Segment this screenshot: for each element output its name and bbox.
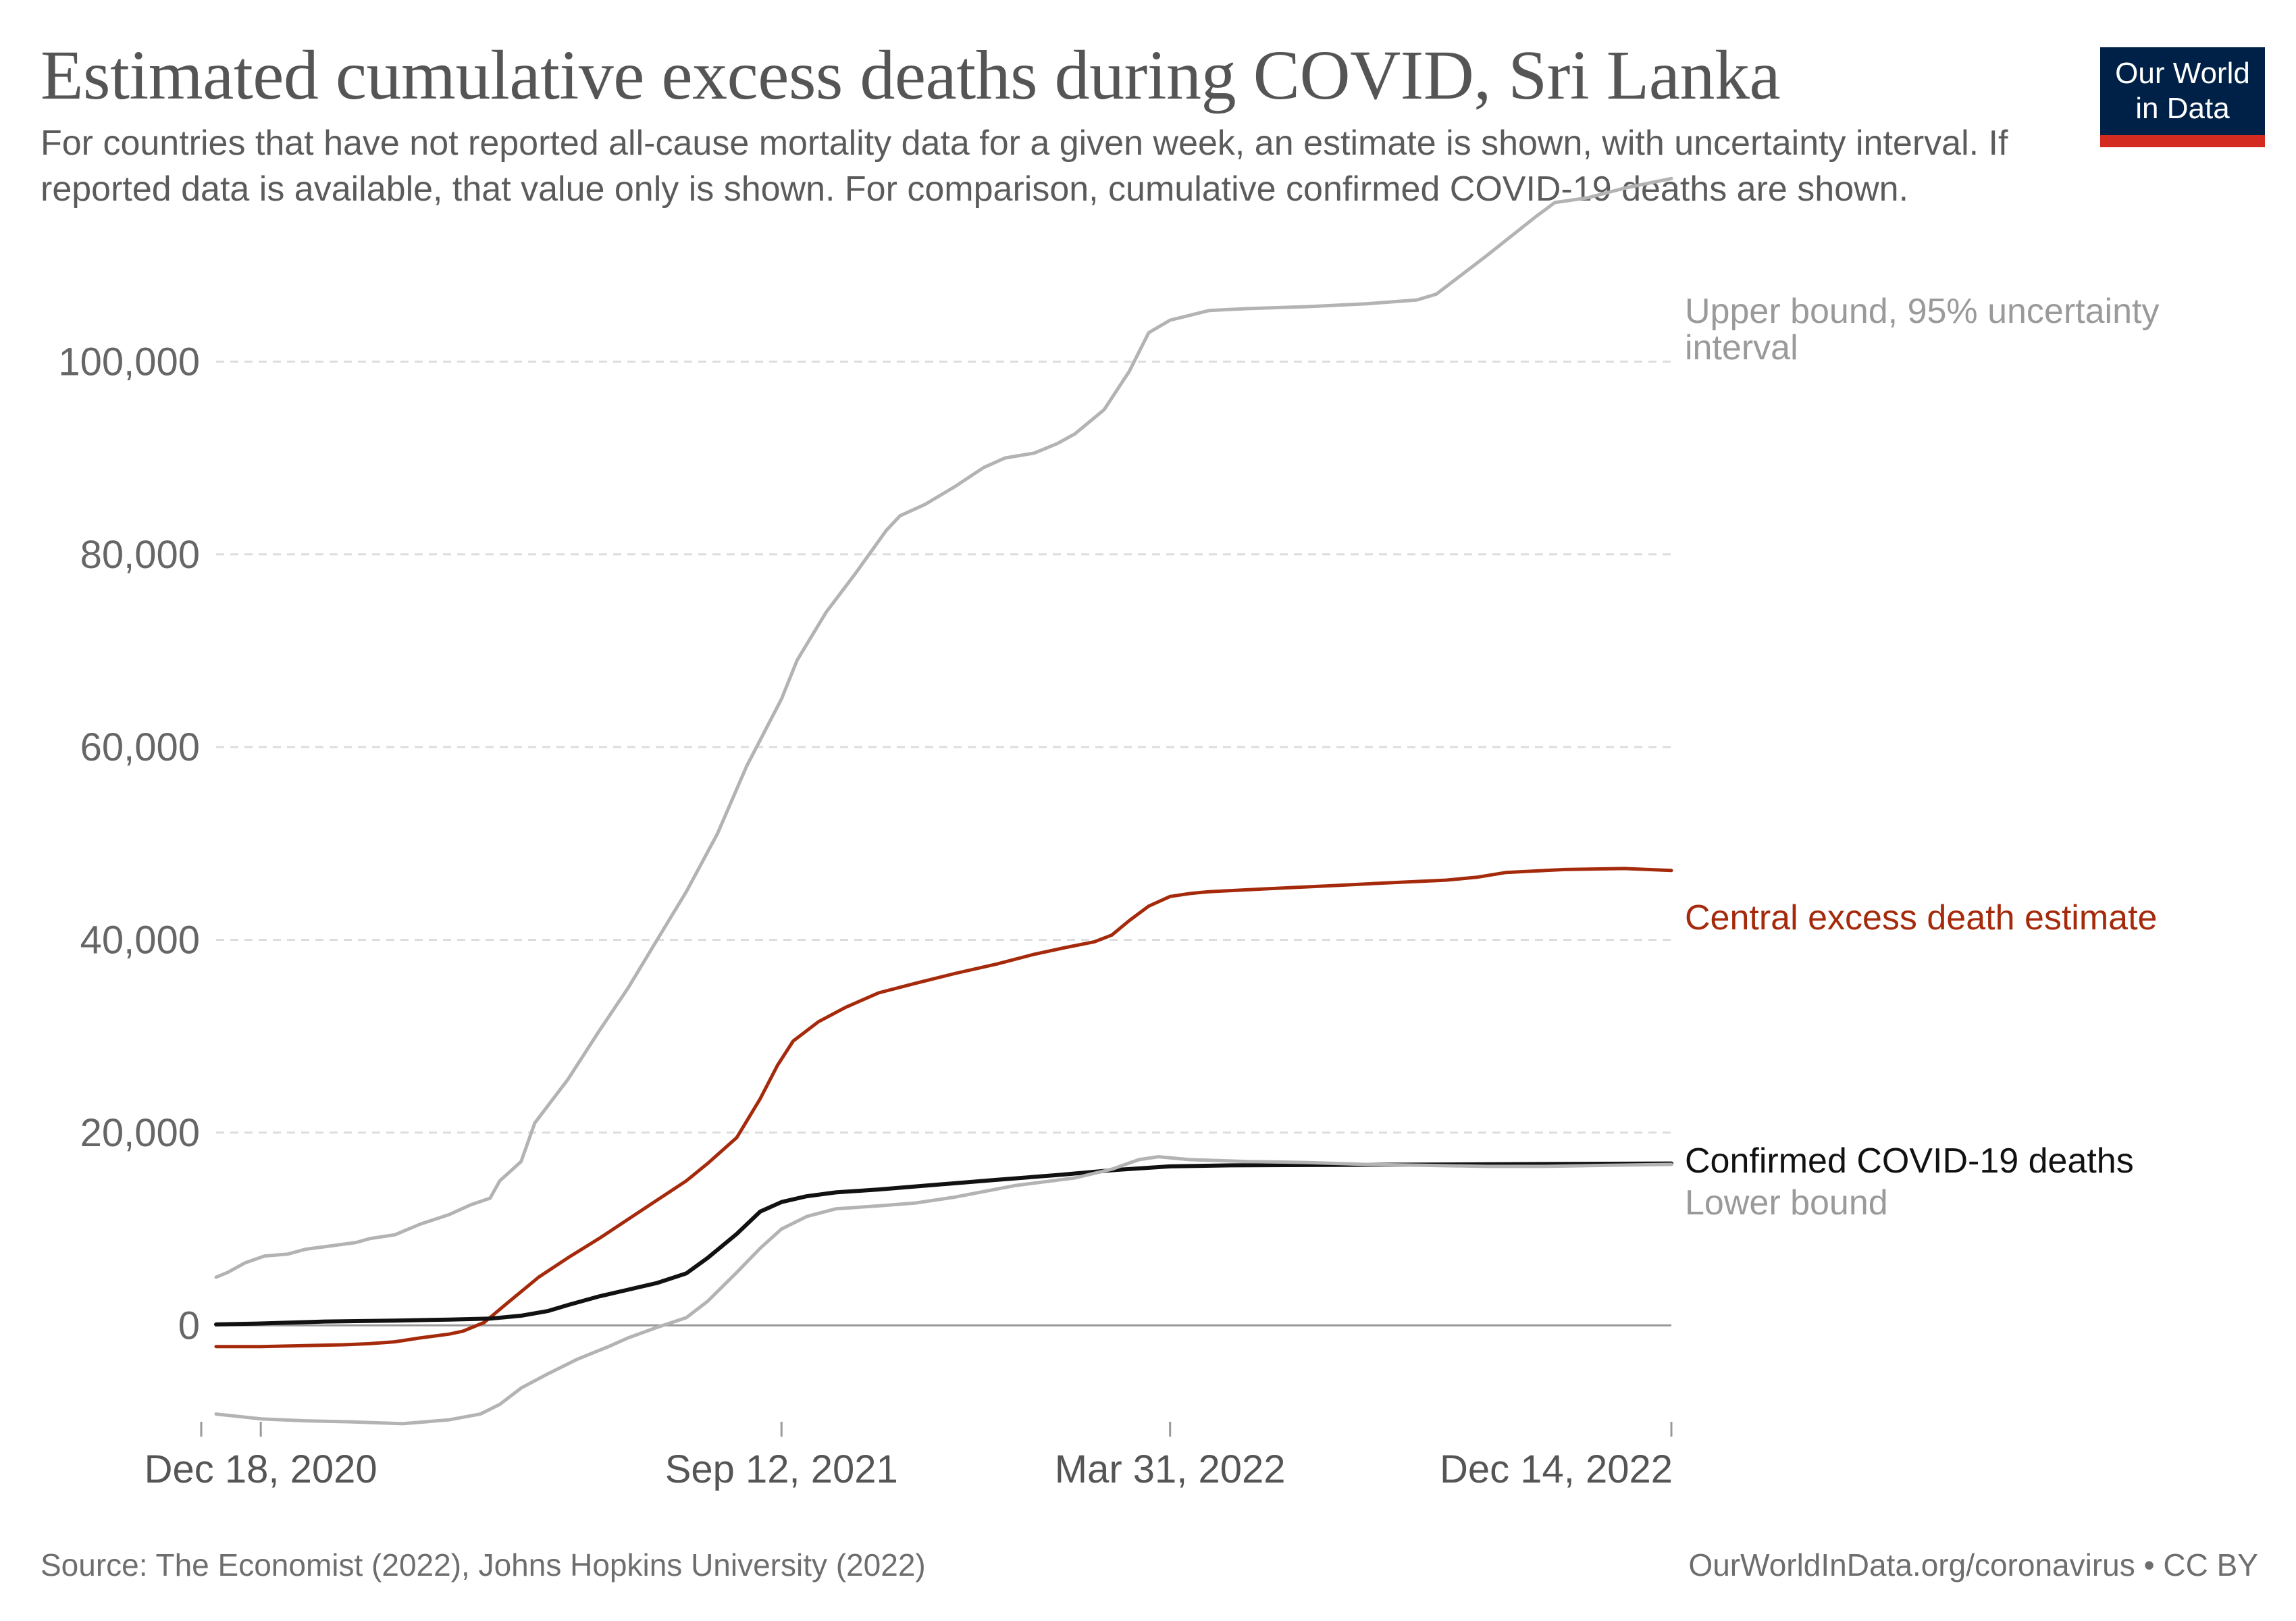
source-note: Source: The Economist (2022), Johns Hopk… xyxy=(41,1547,926,1583)
y-tick-label: 20,000 xyxy=(80,1111,200,1155)
series-line-upper xyxy=(214,176,1673,1279)
grid-layer xyxy=(216,360,1671,1134)
logo-line-1: Our World xyxy=(2115,57,2250,90)
x-tick-label: Sep 12, 2021 xyxy=(665,1447,898,1491)
series-label-central: Central excess death estimate xyxy=(1685,898,2157,937)
x-tick-label: Mar 31, 2022 xyxy=(1055,1447,1286,1491)
series-label-confirmed: Confirmed COVID-19 deaths xyxy=(1685,1141,2134,1181)
chart-title: Estimated cumulative excess deaths durin… xyxy=(41,36,1781,114)
y-tick-label: 40,000 xyxy=(80,919,200,962)
y-tick-label: 100,000 xyxy=(58,340,200,384)
label-layer: Upper bound, 95% uncertainty interval Cent… xyxy=(1685,292,2159,1223)
y-tick-label: 0 xyxy=(178,1304,200,1347)
y-tick-label: 60,000 xyxy=(80,725,200,769)
x-tick-label: Dec 14, 2022 xyxy=(1440,1447,1673,1491)
series-label-lower: Lower bound xyxy=(1685,1183,1888,1223)
axis-layer: 0 20,000 40,000 60,000 80,000 100,000 Dec 18, … xyxy=(58,340,1673,1491)
series-line-lower xyxy=(214,1155,1673,1426)
series-layer xyxy=(214,176,1673,1426)
y-tick-label: 80,000 xyxy=(80,533,200,577)
source-link[interactable]: OurWorldInData.org/coronavirus • CC BY xyxy=(1688,1547,2258,1583)
owid-logo[interactable]: Our World in Data xyxy=(2100,47,2265,147)
series-label-line: Upper bound, 95% uncertainty xyxy=(1685,292,2159,331)
series-line-central xyxy=(214,867,1673,1349)
series-label-upper: Upper bound, 95% uncertainty interval xyxy=(1685,292,2159,367)
series-label-line: interval xyxy=(1685,328,1798,367)
chart-subtitle: For countries that have not reported all… xyxy=(41,124,2008,209)
logo-line-2: in Data xyxy=(2135,92,2230,125)
series-line-confirmed xyxy=(214,1161,1673,1327)
x-tick-label: Dec 18, 2020 xyxy=(145,1447,377,1491)
